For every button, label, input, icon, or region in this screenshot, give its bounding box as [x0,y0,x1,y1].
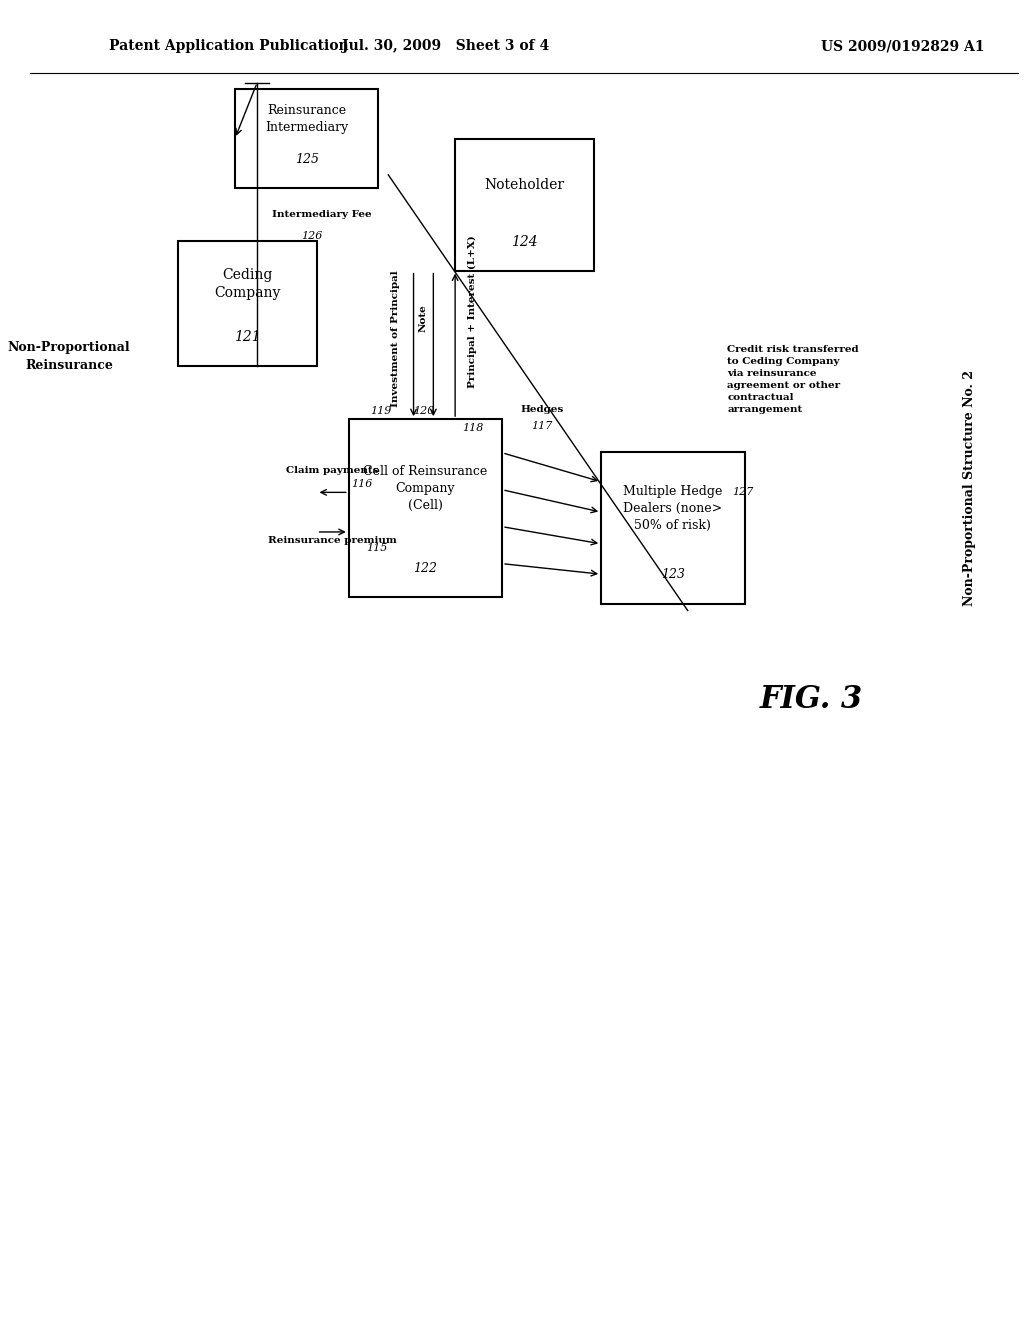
Text: Multiple Hedge
Dealers (none>
50% of risk): Multiple Hedge Dealers (none> 50% of ris… [624,484,723,532]
FancyBboxPatch shape [234,88,379,187]
Text: 118: 118 [462,422,483,433]
Text: 116: 116 [351,479,373,490]
Text: 121: 121 [233,330,260,345]
Text: 117: 117 [531,421,552,432]
Text: Patent Application Publication: Patent Application Publication [109,40,348,53]
Text: Ceding
Company: Ceding Company [214,268,281,300]
Text: 122: 122 [414,562,437,574]
Text: US 2009/0192829 A1: US 2009/0192829 A1 [821,40,985,53]
Text: Claim payments: Claim payments [287,466,379,475]
Text: Hedges: Hedges [520,405,563,413]
Text: Note: Note [419,305,428,333]
Text: 124: 124 [511,235,538,248]
FancyBboxPatch shape [178,242,316,366]
Text: 126: 126 [301,231,323,240]
Text: FIG. 3: FIG. 3 [760,684,863,715]
FancyBboxPatch shape [349,420,502,597]
Text: Cell of Reinsurance
Company
(Cell): Cell of Reinsurance Company (Cell) [364,465,487,512]
Text: 120: 120 [413,405,434,416]
Text: Intermediary Fee: Intermediary Fee [272,210,372,219]
Text: Non-Proportional Structure No. 2: Non-Proportional Structure No. 2 [964,371,976,606]
FancyBboxPatch shape [601,451,744,605]
Text: 123: 123 [660,569,685,581]
FancyBboxPatch shape [455,139,594,271]
Text: Reinsurance premium: Reinsurance premium [268,536,397,545]
Text: 119: 119 [371,405,391,416]
Text: Principal + Interest (L+X): Principal + Interest (L+X) [468,235,477,388]
Text: 115: 115 [367,543,388,553]
Text: Credit risk transferred
to Ceding Company
via reinsurance
agreement or other
con: Credit risk transferred to Ceding Compan… [727,346,859,413]
Text: Reinsurance
Intermediary: Reinsurance Intermediary [265,104,348,133]
Text: Jul. 30, 2009   Sheet 3 of 4: Jul. 30, 2009 Sheet 3 of 4 [342,40,549,53]
Text: 125: 125 [295,153,318,165]
Text: Investment of Principal: Investment of Principal [391,269,400,407]
Text: Non-Proportional
Reinsurance: Non-Proportional Reinsurance [8,341,130,372]
Text: 127: 127 [732,487,754,496]
Text: Noteholder: Noteholder [484,178,564,191]
